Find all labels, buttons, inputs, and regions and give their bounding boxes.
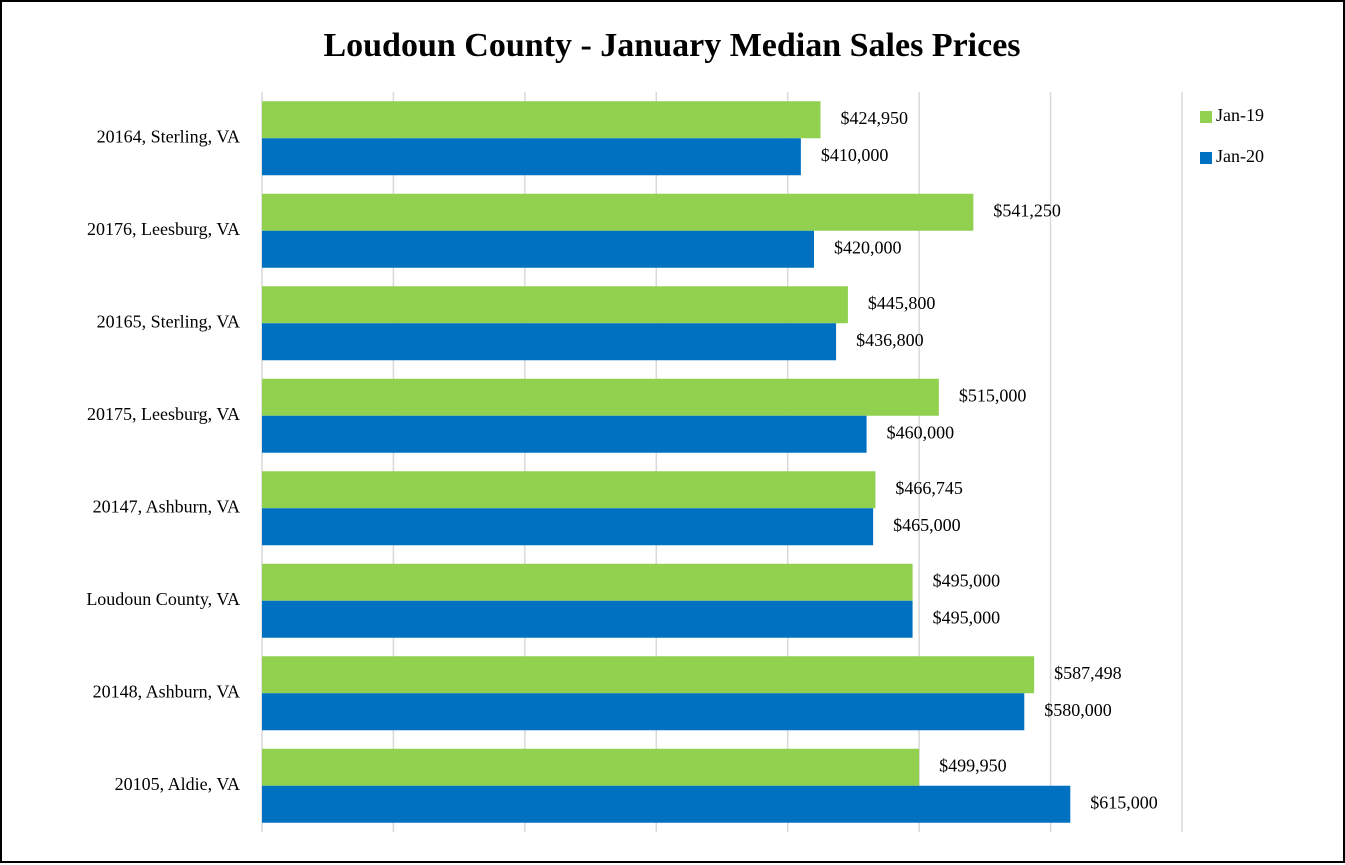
y-tick-label: Loudoun County, VA xyxy=(86,589,240,609)
y-tick-label: 20164, Sterling, VA xyxy=(97,126,240,146)
value-label: $515,000 xyxy=(959,385,1027,405)
value-label: $580,000 xyxy=(1044,700,1112,720)
bar xyxy=(262,748,920,786)
bar xyxy=(262,286,848,324)
bar xyxy=(262,323,837,361)
value-label: $460,000 xyxy=(887,422,955,442)
bar xyxy=(262,101,821,139)
y-tick-label: 20105, Aldie, VA xyxy=(115,774,240,794)
bar xyxy=(262,138,801,176)
value-label: $499,950 xyxy=(939,755,1007,775)
legend-label: Jan-19 xyxy=(1216,105,1264,125)
value-label: $424,950 xyxy=(841,108,909,128)
y-tick-label: 20175, Leesburg, VA xyxy=(87,404,240,424)
bar xyxy=(262,656,1035,694)
y-tick-label: 20165, Sterling, VA xyxy=(97,311,240,331)
legend-swatch xyxy=(1200,152,1212,164)
bar xyxy=(262,415,867,453)
value-label: $466,745 xyxy=(895,478,963,498)
value-label: $445,800 xyxy=(868,293,936,313)
bar xyxy=(262,193,974,231)
legend-swatch xyxy=(1200,111,1212,123)
bar xyxy=(262,600,913,638)
bar xyxy=(262,563,913,601)
bar xyxy=(262,693,1025,731)
y-tick-label: 20176, Leesburg, VA xyxy=(87,219,240,239)
value-label: $420,000 xyxy=(834,237,902,257)
value-label: $465,000 xyxy=(893,515,961,535)
value-label: $541,250 xyxy=(993,200,1061,220)
value-label: $615,000 xyxy=(1090,792,1158,812)
value-label: $436,800 xyxy=(856,330,924,350)
value-label: $410,000 xyxy=(821,145,889,165)
y-tick-label: 20148, Ashburn, VA xyxy=(93,681,240,701)
value-label: $587,498 xyxy=(1054,663,1122,683)
value-label: $495,000 xyxy=(933,570,1001,590)
legend-label: Jan-20 xyxy=(1216,146,1264,166)
y-tick-label: 20147, Ashburn, VA xyxy=(93,496,240,516)
bar xyxy=(262,785,1071,823)
bar xyxy=(262,378,939,416)
bar xyxy=(262,508,874,546)
bar xyxy=(262,230,814,268)
chart-title: Loudoun County - January Median Sales Pr… xyxy=(323,27,1020,64)
bar xyxy=(262,471,876,509)
value-label: $495,000 xyxy=(933,607,1001,627)
